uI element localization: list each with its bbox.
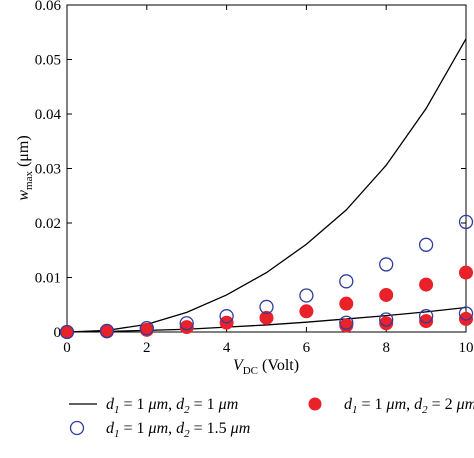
- legend-filled-symbol: [308, 397, 322, 411]
- data-point-filled: [299, 304, 314, 319]
- y-tick-label: 0.06: [35, 0, 62, 14]
- data-point-filled: [259, 310, 274, 325]
- data-point-open: [299, 288, 314, 303]
- data-point-filled: [339, 296, 354, 311]
- data-point-filled: [179, 320, 194, 335]
- y-axis-label: wmax (μm): [15, 135, 35, 200]
- data-point-open: [139, 321, 154, 336]
- x-tick-label: 2: [143, 340, 151, 356]
- data-point-open: [339, 315, 354, 330]
- data-point-filled: [459, 265, 473, 280]
- data-point-open: [99, 323, 115, 339]
- y-tick-label: 0.04: [35, 107, 62, 123]
- y-tick-label: 0.02: [35, 216, 61, 232]
- data-point-open: [219, 309, 234, 324]
- data-marks: [59, 38, 474, 340]
- legend-label: d1 = 1 μm, d2 = 1 μm: [106, 396, 238, 416]
- x-axis-label: VDC (Volt): [233, 357, 299, 377]
- y-tick-label: 0: [54, 325, 62, 341]
- data-point-open: [339, 274, 354, 289]
- x-tick-label: 8: [382, 340, 390, 356]
- data-point-filled: [459, 311, 473, 326]
- data-point-open: [379, 257, 394, 272]
- data-point-open: [418, 237, 434, 252]
- x-tick-label: 0: [63, 340, 71, 356]
- x-tick-label: 10: [459, 340, 474, 356]
- data-point-open: [179, 316, 194, 331]
- legend-label: d1 = 1 μm, d2 = 1.5 μm: [106, 420, 250, 440]
- series-line: [66, 306, 467, 333]
- data-point-filled: [339, 318, 354, 333]
- y-tick-label: 0.03: [35, 162, 61, 178]
- data-point-open: [418, 309, 434, 324]
- data-point-filled: [419, 314, 434, 329]
- y-tick-label: 0.01: [35, 271, 61, 287]
- data-point-open: [59, 324, 75, 340]
- data-point-open: [458, 306, 474, 321]
- plot-frame: [66, 4, 467, 333]
- axis-ticks: 0 2 4 6 8 10 0 0.01 0.02 0.03 0.04 0.05 0.06: [35, 0, 474, 356]
- data-point-open: [458, 214, 474, 230]
- data-point-open: [259, 299, 274, 315]
- legend-label: d1 = 1 μm, d2 = 2 μm: [344, 396, 474, 416]
- y-tick-label: 0.05: [35, 53, 61, 69]
- data-point-filled: [379, 287, 394, 302]
- legend: d1 = 1 μm, d2 = 1 μm d1 = 1 μm, d2 = 2 μm…: [69, 396, 474, 440]
- series-line: [66, 38, 467, 333]
- data-point-filled: [379, 316, 394, 331]
- x-tick-label: 4: [223, 340, 231, 356]
- legend-open-symbol: [69, 420, 85, 436]
- data-point-open: [379, 312, 394, 327]
- data-point-filled: [419, 277, 434, 292]
- x-tick-label: 6: [303, 340, 311, 356]
